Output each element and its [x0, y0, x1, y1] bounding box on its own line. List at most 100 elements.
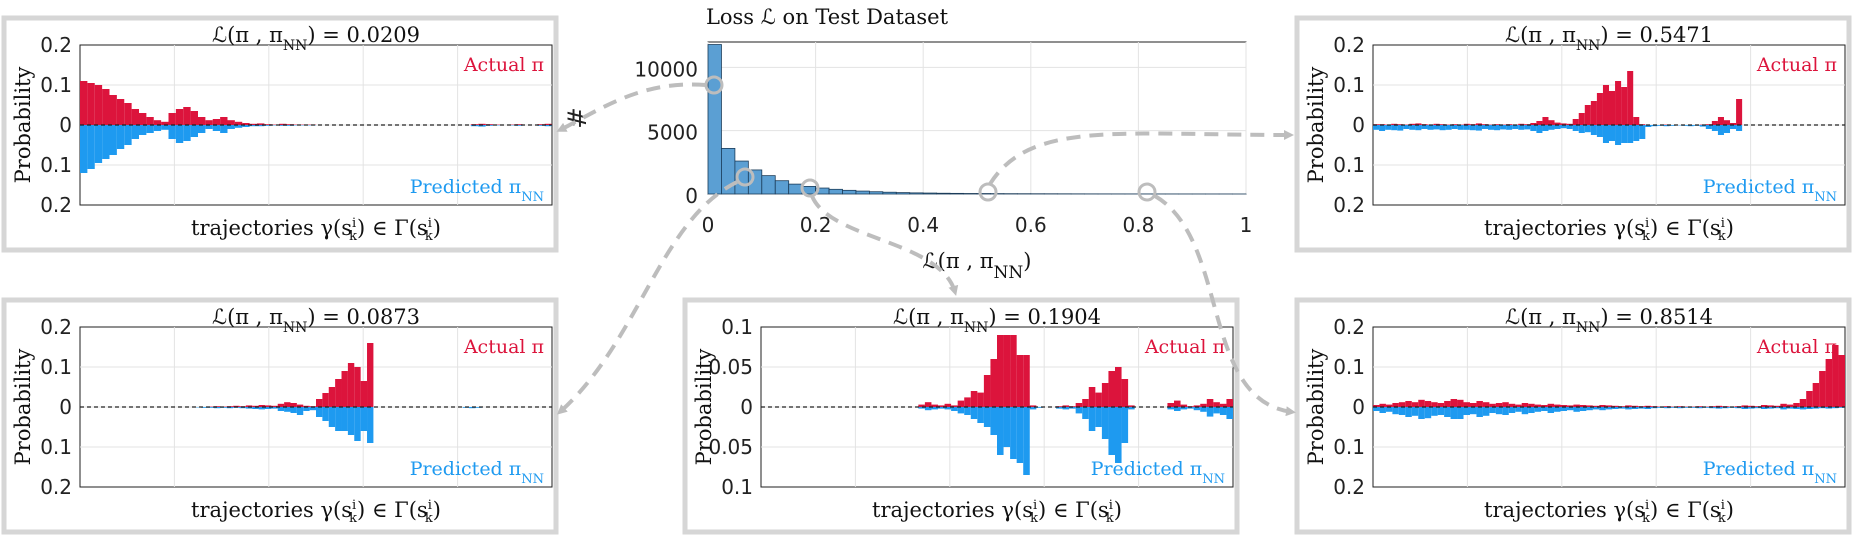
actual-bar: [360, 381, 368, 407]
predicted-bar: [146, 125, 154, 133]
predicted-bar: [1421, 125, 1428, 129]
y-tick-label: 0.2: [40, 193, 72, 217]
predicted-bar: [1699, 125, 1706, 127]
actual-bar: [983, 375, 991, 407]
predicted-bar: [1108, 407, 1115, 455]
actual-bar: [139, 113, 147, 125]
y-tick-label: 5000: [647, 121, 698, 145]
predicted-bar: [1445, 125, 1452, 130]
actual-bar: [951, 405, 958, 407]
y-tick-label: 0.2: [40, 33, 72, 57]
predicted-bar: [1534, 407, 1542, 412]
predicted-bar: [537, 125, 545, 126]
predicted-bar: [1056, 407, 1063, 409]
actual-bar: [102, 89, 110, 125]
y-tick-label: 0.1: [1333, 355, 1365, 379]
actual-bar: [1405, 401, 1412, 407]
actual-bar: [1579, 405, 1587, 407]
predicted-bar: [1638, 407, 1645, 409]
actual-bar: [1167, 403, 1174, 407]
predicted-bar: [1403, 125, 1410, 129]
actual-bar: [328, 387, 336, 407]
actual-bar: [1415, 123, 1422, 125]
actual-bar: [1572, 119, 1579, 125]
predicted-bar: [1605, 407, 1613, 410]
actual-bar: [1612, 405, 1619, 407]
legend-predicted: Predicted πNN: [410, 176, 544, 205]
actual-bar: [1392, 403, 1399, 407]
predicted-bar: [190, 125, 198, 137]
actual-bar: [220, 117, 228, 125]
predicted-bar: [1547, 407, 1555, 413]
panel-title: ℒ(π , πNN) = 0.0209: [212, 23, 420, 54]
actual-bar: [1676, 406, 1684, 407]
predicted-bar: [1723, 125, 1731, 133]
predicted-bar: [1128, 407, 1135, 410]
predicted-bar: [1481, 125, 1488, 129]
actual-bar: [1528, 403, 1535, 407]
actual-bar: [1481, 124, 1488, 125]
actual-bar: [1590, 101, 1597, 125]
panel-loss-1904: ℒ(π , πNN) = 0.1904 0.1 0.05 0 0.05 0.1 Actual…: [682, 297, 1240, 535]
predicted-bar: [360, 407, 368, 431]
predicted-bar: [212, 125, 221, 131]
predicted-bar: [1663, 125, 1670, 127]
actual-bar: [290, 403, 297, 407]
actual-bar: [1016, 355, 1024, 407]
predicted-bar: [1069, 407, 1076, 409]
predicted-bar: [1627, 125, 1634, 143]
predicted-bar: [131, 125, 139, 139]
histogram-bar: [761, 175, 776, 195]
actual-bar: [1121, 379, 1129, 407]
actual-bar: [1200, 403, 1207, 407]
histogram-plot-area: [707, 41, 1247, 195]
predicted-bar: [544, 125, 552, 127]
actual-bar: [1566, 405, 1574, 407]
predicted-bar: [1206, 407, 1214, 417]
actual-bar: [1586, 405, 1593, 407]
actual-bar: [1437, 403, 1445, 407]
predicted-bar: [1548, 125, 1555, 130]
actual-bar: [80, 81, 88, 125]
predicted-bar: [1578, 125, 1585, 133]
actual-bar: [198, 117, 206, 125]
actual-bar: [1489, 403, 1496, 407]
predicted-bar: [1385, 407, 1393, 412]
predicted-bar: [1409, 125, 1416, 130]
y-tick-label: 0: [59, 113, 72, 137]
predicted-bar: [1554, 407, 1561, 412]
actual-bar: [347, 363, 355, 407]
actual-bar: [227, 120, 235, 125]
predicted-bar: [1016, 407, 1024, 463]
predicted-bar: [271, 407, 278, 409]
predicted-bar: [918, 407, 925, 409]
predicted-bar: [1023, 407, 1030, 475]
predicted-bar: [303, 407, 310, 411]
predicted-bar: [1121, 407, 1129, 443]
predicted-bar: [1741, 407, 1749, 409]
predicted-bar: [1475, 125, 1482, 131]
y-tick-label: 0.05: [708, 435, 753, 459]
actual-bar: [1463, 402, 1470, 407]
predicted-bar: [1180, 407, 1188, 410]
actual-bar: [944, 403, 952, 407]
y-tick-label: 0.2: [40, 315, 72, 339]
actual-bar: [1554, 404, 1561, 407]
predicted-bar: [347, 407, 355, 435]
actual-bar: [1602, 85, 1609, 125]
actual-bar: [296, 404, 304, 407]
actual-bar: [1605, 405, 1613, 407]
actual-bar: [1075, 403, 1083, 407]
predicted-bar: [234, 125, 243, 128]
panel-ylabel: Probability: [11, 349, 35, 466]
predicted-bar: [1415, 125, 1422, 131]
predicted-bar: [183, 125, 191, 141]
y-tick-label: 0.2: [1333, 33, 1365, 57]
actual-bar: [1469, 403, 1477, 407]
predicted-bar: [1411, 407, 1419, 416]
predicted-bar: [116, 125, 125, 149]
actual-bar: [931, 404, 938, 407]
actual-bar: [1174, 400, 1181, 407]
actual-bar: [1741, 405, 1749, 407]
